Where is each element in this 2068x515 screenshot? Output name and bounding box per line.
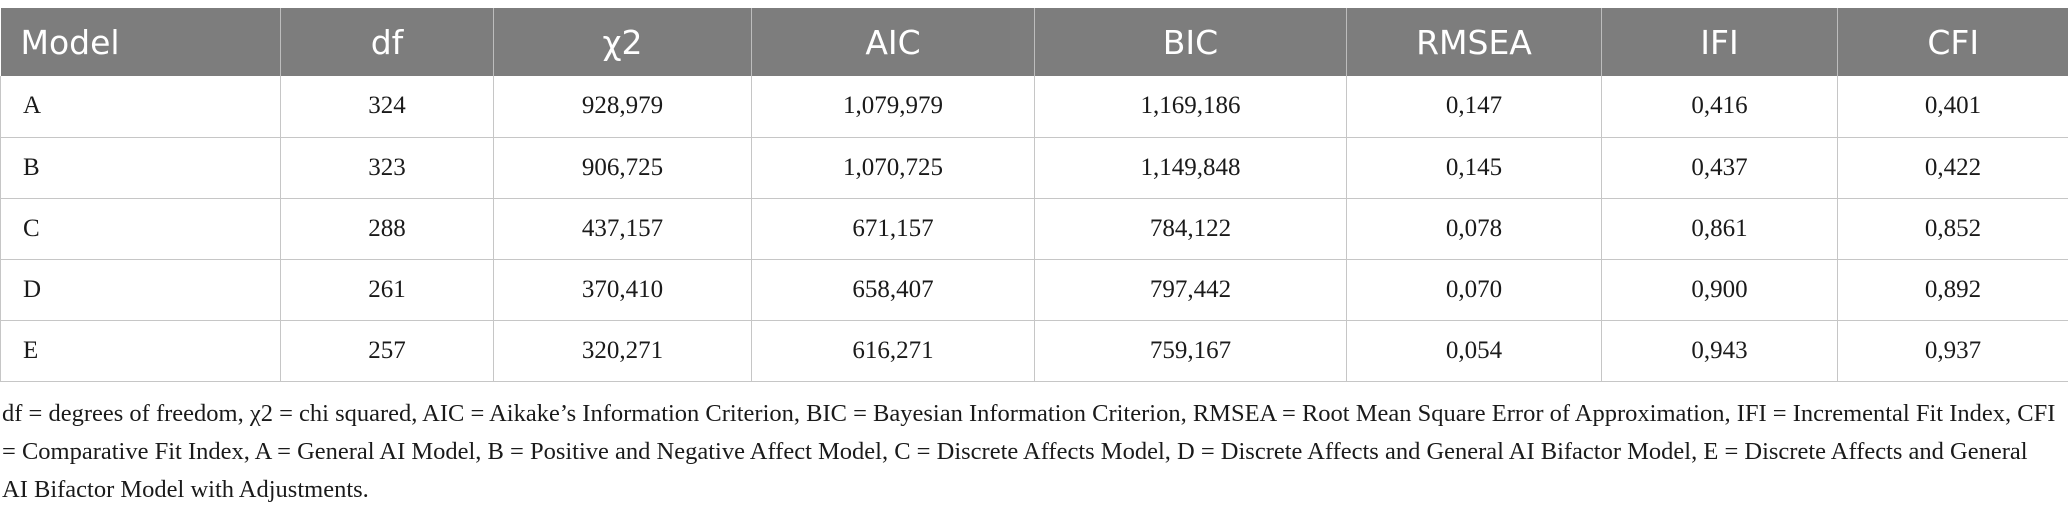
cell-chi2: 906,725 (493, 137, 752, 199)
cell-rmsea: 0,078 (1346, 198, 1602, 260)
cell-cfi: 0,892 (1837, 259, 2068, 321)
table-footnote: df = degrees of freedom, χ2 = chi square… (2, 400, 2056, 503)
cell-chi2: 320,271 (493, 320, 752, 382)
cell-model: B (0, 137, 281, 199)
table-row: B 323 906,725 1,070,725 1,149,848 0,145 … (0, 137, 2068, 199)
cell-model: A (0, 76, 281, 138)
cell-aic: 1,070,725 (751, 137, 1035, 199)
cell-bic: 1,149,848 (1034, 137, 1347, 199)
cell-ifi: 0,900 (1601, 259, 1838, 321)
cell-cfi: 0,937 (1837, 320, 2068, 382)
cell-ifi: 0,437 (1601, 137, 1838, 199)
table-row: A 324 928,979 1,079,979 1,169,186 0,147 … (0, 76, 2068, 138)
table-row: E 257 320,271 616,271 759,167 0,054 0,94… (0, 320, 2068, 382)
cell-df: 257 (280, 320, 494, 382)
header-bic: BIC (1034, 8, 1347, 76)
cell-ifi: 0,943 (1601, 320, 1838, 382)
cell-aic: 1,079,979 (751, 76, 1035, 138)
cell-df: 323 (280, 137, 494, 199)
cell-model: C (0, 198, 281, 260)
cell-bic: 784,122 (1034, 198, 1347, 260)
cell-cfi: 0,401 (1837, 76, 2068, 138)
header-cfi: CFI (1837, 8, 2068, 76)
cell-rmsea: 0,054 (1346, 320, 1602, 382)
cell-ifi: 0,861 (1601, 198, 1838, 260)
cell-model: E (0, 320, 281, 382)
cell-model: D (0, 259, 281, 321)
table-row: D 261 370,410 658,407 797,442 0,070 0,90… (0, 259, 2068, 321)
cell-df: 324 (280, 76, 494, 138)
cell-aic: 658,407 (751, 259, 1035, 321)
cell-chi2: 370,410 (493, 259, 752, 321)
cell-cfi: 0,422 (1837, 137, 2068, 199)
cell-rmsea: 0,070 (1346, 259, 1602, 321)
cell-bic: 759,167 (1034, 320, 1347, 382)
cell-chi2: 437,157 (493, 198, 752, 260)
header-chi2: χ2 (493, 8, 752, 76)
cell-df: 261 (280, 259, 494, 321)
cell-df: 288 (280, 198, 494, 260)
table-row: C 288 437,157 671,157 784,122 0,078 0,86… (0, 198, 2068, 260)
header-rmsea: RMSEA (1346, 8, 1602, 76)
model-fit-table: Model df χ2 AIC BIC RMSEA IFI CFI A 324 … (0, 8, 2068, 382)
cell-rmsea: 0,147 (1346, 76, 1602, 138)
cell-bic: 1,169,186 (1034, 76, 1347, 138)
header-ifi: IFI (1601, 8, 1838, 76)
table-header-row: Model df χ2 AIC BIC RMSEA IFI CFI (0, 8, 2068, 76)
header-df: df (280, 8, 494, 76)
cell-aic: 671,157 (751, 198, 1035, 260)
header-aic: AIC (751, 8, 1035, 76)
cell-bic: 797,442 (1034, 259, 1347, 321)
cell-cfi: 0,852 (1837, 198, 2068, 260)
cell-rmsea: 0,145 (1346, 137, 1602, 199)
header-model: Model (0, 8, 281, 76)
cell-aic: 616,271 (751, 320, 1035, 382)
cell-ifi: 0,416 (1601, 76, 1838, 138)
cell-chi2: 928,979 (493, 76, 752, 138)
